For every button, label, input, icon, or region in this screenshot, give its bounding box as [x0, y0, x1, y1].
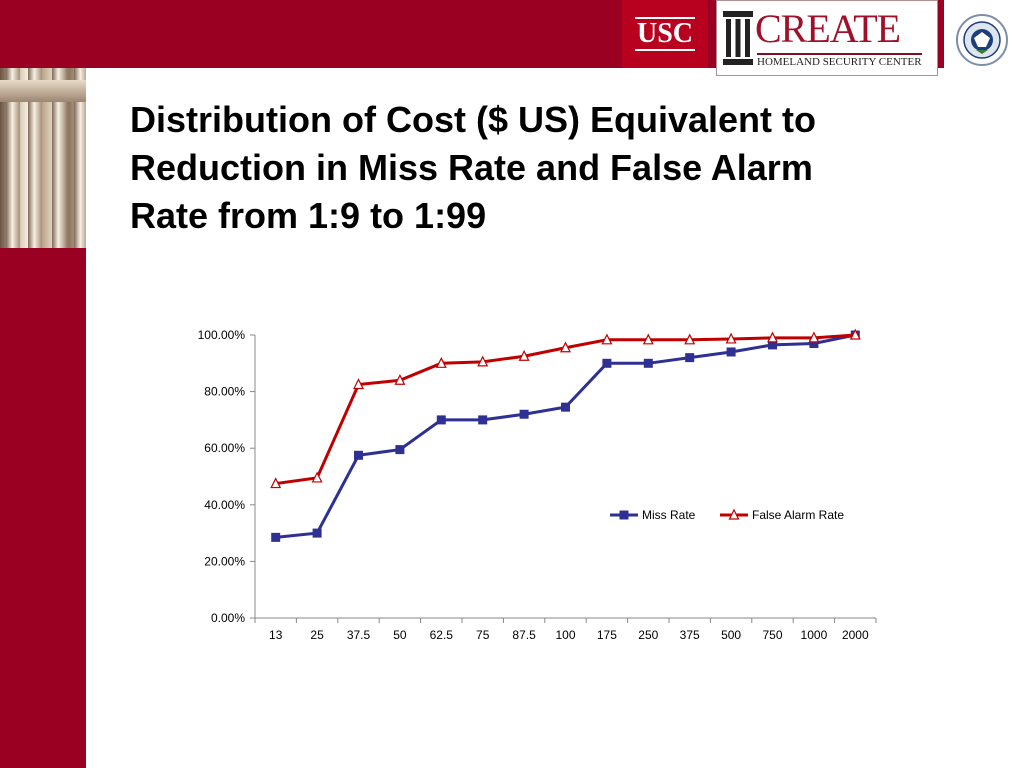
column-photo: [0, 68, 86, 248]
pillar-icon: [723, 11, 753, 65]
miss-rate-point: [271, 532, 281, 542]
x-tick-label: 375: [680, 628, 700, 642]
line-chart: 0.00% 20.00% 40.00% 60.00% 80.00% 100.00% 13 25…: [198, 328, 877, 642]
miss-rate-point: [768, 340, 777, 350]
miss-rate-point: [519, 409, 529, 419]
false-alarm-rate-point: [311, 471, 323, 483]
false-alarm-rate-point: [849, 328, 861, 340]
false-alarm-rate-point: [560, 341, 571, 353]
false-alarm-rate-point: [642, 333, 654, 345]
x-tick-label: 13: [269, 628, 283, 642]
x-tick-label: 750: [762, 628, 782, 642]
x-tick-label: 100: [555, 628, 575, 642]
x-tick-label: 25: [310, 628, 324, 642]
x-tick-label: 87.5: [512, 628, 536, 642]
slide-title: Distribution of Cost ($ US) Equivalent t…: [130, 96, 930, 240]
create-logo-subtitle: HOMELAND SECURITY CENTER: [757, 53, 922, 68]
usc-logo: USC: [622, 0, 708, 68]
miss-rate-line: [275, 333, 856, 539]
false-alarm-rate-point: [808, 331, 820, 343]
false-alarm-rate-point: [684, 333, 696, 345]
legend-label: False Alarm Rate: [752, 508, 844, 522]
y-tick-label: 80.00%: [204, 385, 245, 399]
usc-logo-text: USC: [634, 17, 695, 51]
miss-rate-point: [395, 445, 405, 455]
miss-rate-point: [809, 338, 819, 348]
miss-rate-point: [561, 402, 570, 412]
miss-rate-point: [436, 415, 446, 425]
x-tick-label: 1000: [801, 628, 828, 642]
miss-rate-point: [602, 358, 612, 368]
create-logo: CREATE HOMELAND SECURITY CENTER: [716, 0, 938, 76]
y-tick-label: 40.00%: [204, 498, 245, 512]
y-tick-label: 20.00%: [204, 554, 245, 568]
miss-rate-point: [354, 450, 363, 460]
miss-rate-point: [726, 347, 736, 357]
false-alarm-rate-point: [601, 333, 613, 345]
false-alarm-rate-point: [725, 332, 737, 344]
y-tick-label: 60.00%: [204, 441, 245, 455]
miss-rate-point: [685, 353, 695, 363]
x-tick-label: 500: [721, 628, 741, 642]
false-alarm-rate-point: [767, 331, 778, 343]
miss-rate-point: [312, 528, 322, 538]
legend-marker: [619, 510, 629, 520]
x-tick-label: 62.5: [430, 628, 454, 642]
x-tick-label: 37.5: [347, 628, 371, 642]
dhs-seal-icon: [956, 14, 1008, 66]
x-tick-label: 2000: [842, 628, 869, 642]
y-tick-label: 100.00%: [198, 328, 246, 342]
slide-title-line: Rate from 1:9 to 1:99: [130, 195, 487, 236]
false-alarm-rate-point: [394, 373, 406, 385]
seal-box: [944, 0, 1024, 68]
miss-rate-point: [478, 415, 488, 425]
y-tick-label: 0.00%: [211, 611, 245, 625]
x-tick-label: 175: [597, 628, 617, 642]
x-tick-label: 75: [476, 628, 490, 642]
false-alarm-rate-point: [270, 477, 282, 489]
slide-title-line: Distribution of Cost ($ US) Equivalent t…: [130, 99, 816, 140]
false-alarm-rate-point: [518, 349, 530, 361]
false-alarm-rate-point: [435, 356, 447, 368]
create-logo-text: CREATE: [755, 6, 901, 51]
x-tick-label: 50: [393, 628, 407, 642]
miss-rate-point: [643, 358, 653, 368]
false-alarm-rate-point: [353, 378, 364, 390]
legend-label: Miss Rate: [642, 508, 696, 522]
false-alarm-rate-point: [477, 355, 489, 367]
legend-marker: [728, 508, 740, 520]
slide-title-line: Reduction in Miss Rate and False Alarm: [130, 147, 813, 188]
x-tick-label: 250: [638, 628, 658, 642]
